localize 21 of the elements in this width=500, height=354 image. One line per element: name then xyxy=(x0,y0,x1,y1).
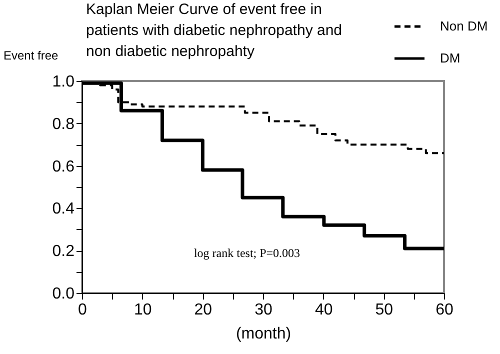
text: patients with diabetic nephropathy and xyxy=(86,22,342,39)
x-tick-label: 10 xyxy=(134,302,152,318)
y-axis-title: Event free xyxy=(4,48,59,62)
x-tick-label: 50 xyxy=(375,302,394,318)
annotation: log rank test; P=0.003 xyxy=(194,246,300,260)
y-tick-label: 0.0 xyxy=(52,286,75,302)
y-tick-label: 0.8 xyxy=(52,116,75,133)
x-tick-label: 40 xyxy=(314,302,333,318)
y-tick-label: 0.4 xyxy=(52,200,75,218)
legend-label: DM xyxy=(440,50,460,66)
x-tick-label: 30 xyxy=(254,302,272,318)
legend-label: Non DM xyxy=(440,18,488,34)
y-tick-label: 0.2 xyxy=(52,243,75,260)
x-axis-title: (month) xyxy=(236,326,292,342)
text: Kaplan Meier Curve of event free in xyxy=(86,1,322,18)
y-tick-label: 1.0 xyxy=(52,74,75,90)
text: non diabetic nephropahty xyxy=(86,43,254,60)
x-tick-label: 20 xyxy=(194,302,212,318)
y-tick-label: 0.6 xyxy=(52,158,75,176)
x-tick-label: 0 xyxy=(78,302,88,318)
x-tick-label: 60 xyxy=(436,302,454,318)
